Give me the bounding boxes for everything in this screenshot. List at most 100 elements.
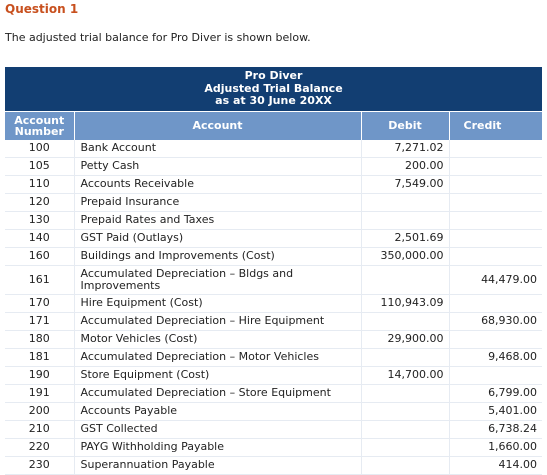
- debit-cell: 200.00: [361, 157, 450, 176]
- table-row: 140 GST Paid (Outlays) 2,501.69: [5, 229, 543, 248]
- account-number-cell: 170: [5, 294, 75, 313]
- credit-cell: [449, 229, 543, 248]
- account-number-cell: 230: [5, 456, 75, 475]
- table-row: 220 PAYG Withholding Payable 1,660.00: [5, 438, 543, 457]
- credit-cell: 44,479.00: [449, 265, 543, 295]
- credit-cell: 1,660.00: [449, 438, 543, 457]
- debit-cell: [361, 456, 450, 475]
- header-debit: Debit: [361, 110, 450, 140]
- credit-cell: 414.00: [449, 456, 543, 475]
- table-row: 230 Superannuation Payable 414.00: [5, 456, 543, 475]
- debit-cell: 2,501.69: [361, 229, 450, 248]
- credit-cell: [449, 366, 543, 385]
- table-row: 100 Bank Account 7,271.02: [5, 139, 543, 158]
- debit-cell: [361, 211, 450, 230]
- account-name-cell: PAYG Withholding Payable: [74, 438, 362, 457]
- account-name-cell: Bank Account: [74, 139, 362, 158]
- debit-cell: 350,000.00: [361, 247, 450, 266]
- table-row: 160 Buildings and Improvements (Cost) 350,…: [5, 247, 543, 266]
- table-row: 170 Hire Equipment (Cost) 110,943.09: [5, 294, 543, 313]
- account-name-cell: Accounts Payable: [74, 402, 362, 421]
- credit-cell: [449, 211, 543, 230]
- trial-balance-table: Pro Diver Adjusted Trial Balance as at 3…: [5, 67, 543, 475]
- header-credit: Credit: [449, 110, 543, 140]
- report-date: as at 30 June 20XX: [215, 94, 332, 107]
- table-row: 130 Prepaid Rates and Taxes: [5, 211, 543, 230]
- account-name-cell: Superannuation Payable: [74, 456, 362, 475]
- account-number-cell: 200: [5, 402, 75, 421]
- debit-cell: [361, 438, 450, 457]
- debit-cell: 7,549.00: [361, 175, 450, 194]
- question-title: Question 1: [5, 2, 79, 16]
- column-header-row: Account Number Account Debit Credit: [5, 110, 543, 140]
- debit-cell: 110,943.09: [361, 294, 450, 313]
- table-row: 180 Motor Vehicles (Cost) 29,900.00: [5, 330, 543, 349]
- account-number-cell: 171: [5, 312, 75, 331]
- table-row: 200 Accounts Payable 5,401.00: [5, 402, 543, 421]
- account-number-cell: 190: [5, 366, 75, 385]
- credit-cell: 5,401.00: [449, 402, 543, 421]
- table-row: 181 Accumulated Depreciation – Motor Vehi…: [5, 348, 543, 367]
- account-number-cell: 140: [5, 229, 75, 248]
- account-name-cell: GST Collected: [74, 420, 362, 439]
- account-number-cell: 181: [5, 348, 75, 367]
- header-account: Account: [74, 110, 362, 140]
- debit-cell: [361, 348, 450, 367]
- account-number-cell: 110: [5, 175, 75, 194]
- account-number-cell: 105: [5, 157, 75, 176]
- table-row: 110 Accounts Receivable 7,549.00: [5, 175, 543, 194]
- report-name: Adjusted Trial Balance: [204, 81, 343, 95]
- account-name-cell: Accumulated Depreciation – Store Equipme…: [74, 384, 362, 403]
- credit-cell: [449, 294, 543, 313]
- credit-cell: [449, 175, 543, 194]
- account-name-cell: Prepaid Rates and Taxes: [74, 211, 362, 230]
- account-number-cell: 220: [5, 438, 75, 457]
- table-title-banner: Pro Diver Adjusted Trial Balance as at 3…: [5, 67, 543, 111]
- table-row: 210 GST Collected 6,738.24: [5, 420, 543, 439]
- credit-cell: [449, 139, 543, 158]
- debit-cell: 29,900.00: [361, 330, 450, 349]
- credit-cell: 68,930.00: [449, 312, 543, 331]
- account-number-cell: 180: [5, 330, 75, 349]
- account-name-cell: Petty Cash: [74, 157, 362, 176]
- credit-cell: [449, 157, 543, 176]
- account-number-cell: 120: [5, 193, 75, 212]
- credit-cell: 9,468.00: [449, 348, 543, 367]
- debit-cell: [361, 193, 450, 212]
- account-name-cell: Store Equipment (Cost): [74, 366, 362, 385]
- account-name-cell: GST Paid (Outlays): [74, 229, 362, 248]
- account-number-cell: 160: [5, 247, 75, 266]
- account-name-cell: Accounts Receivable: [74, 175, 362, 194]
- table-row: 161 Accumulated Depreciation – Bldgs and …: [5, 265, 543, 295]
- account-name-cell: Prepaid Insurance: [74, 193, 362, 212]
- header-account-number: Account Number: [5, 110, 75, 140]
- table-body: 100 Bank Account 7,271.02 105 Petty Cash 200.…: [5, 139, 543, 475]
- table-row: 190 Store Equipment (Cost) 14,700.00: [5, 366, 543, 385]
- debit-cell: [361, 384, 450, 403]
- account-name-cell: Accumulated Depreciation – Motor Vehicle…: [74, 348, 362, 367]
- account-number-cell: 100: [5, 139, 75, 158]
- credit-cell: 6,738.24: [449, 420, 543, 439]
- account-name-cell: Buildings and Improvements (Cost): [74, 247, 362, 266]
- credit-cell: [449, 193, 543, 212]
- account-name-cell: Accumulated Depreciation – Bldgs and Imp…: [74, 265, 362, 295]
- question-intro: The adjusted trial balance for Pro Diver…: [5, 31, 311, 44]
- debit-cell: 14,700.00: [361, 366, 450, 385]
- credit-cell: 6,799.00: [449, 384, 543, 403]
- debit-cell: 7,271.02: [361, 139, 450, 158]
- credit-cell: [449, 247, 543, 266]
- table-row: 120 Prepaid Insurance: [5, 193, 543, 212]
- account-number-cell: 161: [5, 265, 75, 295]
- debit-cell: [361, 265, 450, 295]
- debit-cell: [361, 420, 450, 439]
- table-row: 105 Petty Cash 200.00: [5, 157, 543, 176]
- account-name-cell: Motor Vehicles (Cost): [74, 330, 362, 349]
- account-number-cell: 210: [5, 420, 75, 439]
- company-name: Pro Diver: [244, 69, 303, 82]
- debit-cell: [361, 312, 450, 331]
- table-row: 191 Accumulated Depreciation – Store Equi…: [5, 384, 543, 403]
- account-name-cell: Hire Equipment (Cost): [74, 294, 362, 313]
- account-number-cell: 130: [5, 211, 75, 230]
- account-number-cell: 191: [5, 384, 75, 403]
- account-name-cell: Accumulated Depreciation – Hire Equipmen…: [74, 312, 362, 331]
